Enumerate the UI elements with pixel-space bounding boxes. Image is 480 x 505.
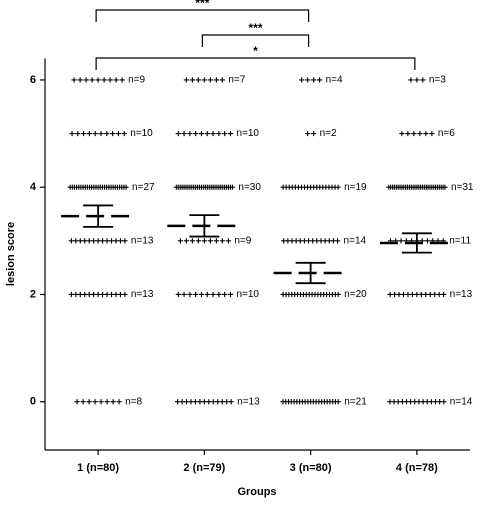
plus-markers <box>69 130 127 137</box>
x-tick-label: 2 (n=79) <box>183 462 225 474</box>
plus-markers <box>71 77 125 83</box>
count-label: n=31 <box>451 182 474 193</box>
plus-markers <box>281 238 341 244</box>
plus-markers <box>74 399 122 405</box>
significance-label: *** <box>248 21 262 35</box>
count-label: n=10 <box>236 289 259 300</box>
dot-cluster <box>175 291 234 298</box>
count-label: n=11 <box>449 235 471 246</box>
dot-cluster <box>387 238 446 244</box>
count-label: n=10 <box>130 128 153 139</box>
dot-cluster <box>281 238 341 244</box>
plus-markers <box>183 77 225 83</box>
dot-cluster <box>177 238 231 244</box>
error-bar-path <box>401 232 432 254</box>
plus-markers <box>175 130 234 137</box>
plus-markers <box>408 77 426 83</box>
dot-cluster <box>68 291 128 298</box>
count-label: n=21 <box>344 396 367 407</box>
count-label: n=13 <box>450 289 473 300</box>
count-label: n=14 <box>450 396 473 407</box>
y-tick-label: 2 <box>30 288 36 300</box>
count-label: n=14 <box>344 235 367 246</box>
significance-bracket <box>95 57 416 70</box>
dot-cluster <box>175 399 234 405</box>
y-tick-label: 6 <box>30 74 36 86</box>
plus-markers <box>173 184 236 190</box>
dot-cluster <box>299 77 323 83</box>
plus-markers <box>68 291 128 298</box>
error-bar-path <box>83 204 114 228</box>
dot-cluster <box>408 77 426 83</box>
count-label: n=10 <box>236 128 259 139</box>
plus-markers <box>177 238 231 244</box>
plus-markers <box>68 238 128 244</box>
dot-cluster <box>74 399 122 405</box>
count-label: n=8 <box>125 396 142 407</box>
count-label: n=20 <box>344 289 367 300</box>
x-tick-label: 1 (n=80) <box>77 462 119 474</box>
error-bar <box>401 232 432 254</box>
count-label: n=6 <box>438 128 455 139</box>
count-label: n=9 <box>128 75 145 86</box>
count-label: n=2 <box>320 128 337 139</box>
dot-cluster <box>67 184 129 190</box>
plus-markers <box>299 77 323 83</box>
count-label: n=3 <box>429 75 446 86</box>
dot-cluster <box>399 130 435 137</box>
error-bar <box>83 204 114 228</box>
dot-cluster <box>68 238 128 244</box>
dot-cluster <box>69 130 127 137</box>
count-label: n=13 <box>237 396 260 407</box>
plus-markers <box>386 184 448 190</box>
significance-label: * <box>253 44 258 58</box>
count-label: n=4 <box>326 75 343 86</box>
dot-cluster <box>280 399 341 405</box>
y-tick-label: 4 <box>30 181 37 193</box>
y-axis-label: lesion score <box>5 222 17 286</box>
dot-cluster <box>305 130 317 137</box>
significance-bracket <box>201 34 310 47</box>
plus-markers <box>280 399 341 405</box>
plus-markers <box>387 399 447 405</box>
count-label: n=7 <box>228 75 245 86</box>
count-label: n=30 <box>238 182 261 193</box>
plus-markers <box>305 130 317 137</box>
error-bar <box>189 214 220 238</box>
x-axis-label: Groups <box>237 486 276 498</box>
plus-markers <box>280 291 341 298</box>
significance-bracket <box>95 9 310 22</box>
count-label: n=27 <box>132 182 155 193</box>
dot-cluster <box>175 130 234 137</box>
error-bar-path <box>189 214 220 238</box>
x-tick-label: 4 (n=78) <box>396 462 438 474</box>
plus-markers <box>387 291 447 298</box>
dot-cluster <box>387 291 447 298</box>
plus-markers <box>67 184 129 190</box>
dot-cluster <box>183 77 225 83</box>
x-tick-label: 3 (n=80) <box>290 462 332 474</box>
plus-markers <box>175 399 234 405</box>
plus-markers <box>387 238 446 244</box>
dot-cluster <box>280 291 341 298</box>
dot-cluster <box>280 184 341 190</box>
dot-cluster <box>173 184 236 190</box>
significance-label: *** <box>195 0 209 10</box>
dot-cluster <box>386 184 448 190</box>
count-label: n=13 <box>131 289 154 300</box>
y-tick-label: 0 <box>30 396 36 408</box>
plus-markers <box>175 291 234 298</box>
error-bar <box>295 261 326 285</box>
plus-markers <box>399 130 435 137</box>
dot-cluster <box>71 77 125 83</box>
dot-cluster <box>387 399 447 405</box>
error-bar-path <box>295 261 326 285</box>
plus-markers <box>280 184 341 190</box>
count-label: n=9 <box>234 235 251 246</box>
count-label: n=19 <box>344 182 367 193</box>
count-label: n=13 <box>131 235 154 246</box>
